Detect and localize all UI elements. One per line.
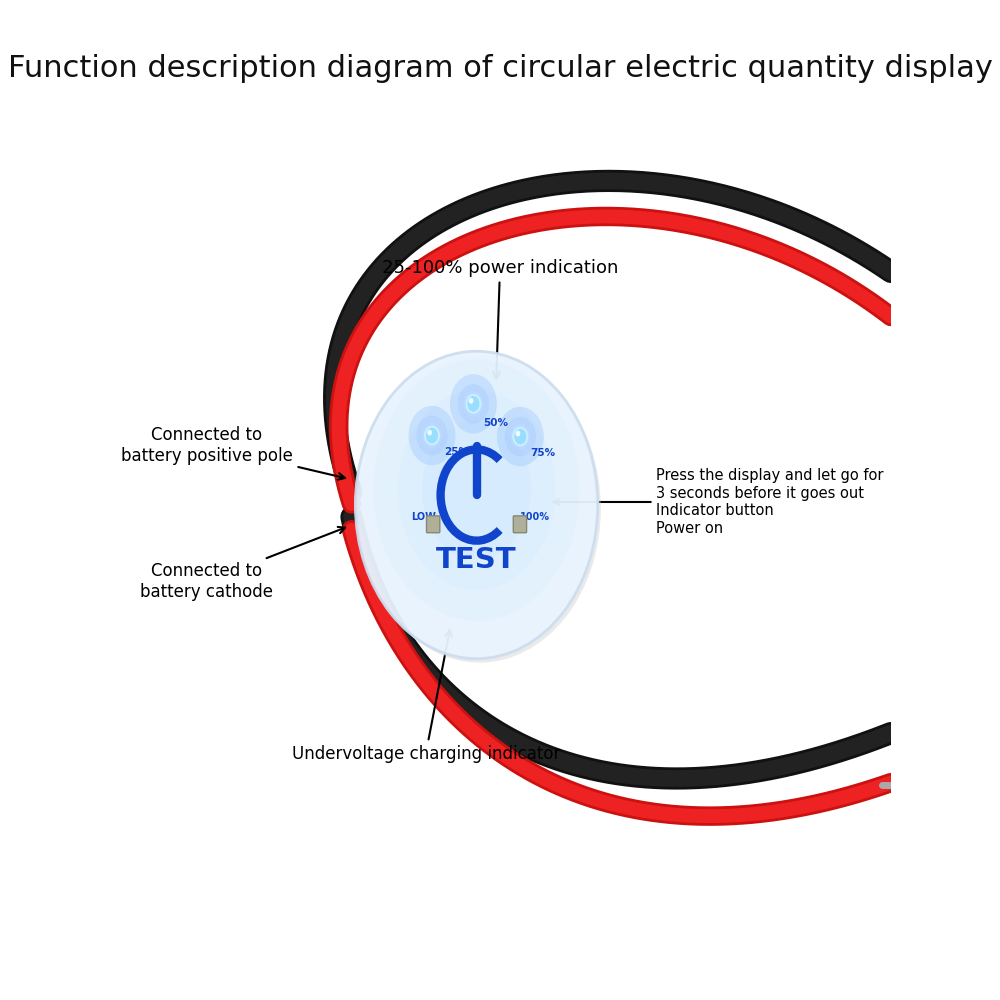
Text: Undervoltage charging indicator: Undervoltage charging indicator [292,630,560,763]
Circle shape [505,417,536,456]
FancyBboxPatch shape [427,516,440,533]
Circle shape [398,390,555,590]
Circle shape [422,421,531,559]
Circle shape [409,406,455,465]
Circle shape [355,351,598,659]
Circle shape [497,407,544,466]
Circle shape [513,428,527,445]
Circle shape [466,395,480,413]
Text: Press the display and let go for
3 seconds before it goes out
Indicator button
P: Press the display and let go for 3 secon… [554,468,884,536]
Circle shape [458,384,489,424]
Text: Function description diagram of circular electric quantity display: Function description diagram of circular… [8,54,992,83]
Circle shape [450,374,497,434]
FancyBboxPatch shape [513,516,527,533]
Circle shape [427,430,432,436]
Circle shape [358,355,601,663]
Text: TEST: TEST [436,546,517,574]
Text: 75%: 75% [530,448,556,458]
Text: Connected to
battery cathode: Connected to battery cathode [140,527,345,601]
Circle shape [516,431,520,437]
Circle shape [463,391,484,417]
Circle shape [510,424,530,449]
Text: 50%: 50% [483,418,508,428]
Text: 100%: 100% [520,512,550,522]
Text: Connected to
battery positive pole: Connected to battery positive pole [121,426,345,480]
Circle shape [374,359,580,621]
Circle shape [422,423,442,448]
Text: 25%: 25% [444,447,469,457]
Text: LOW: LOW [411,512,436,522]
Circle shape [469,398,473,404]
Text: 25-100% power indication: 25-100% power indication [382,259,618,379]
Circle shape [416,416,448,455]
Circle shape [425,427,439,444]
